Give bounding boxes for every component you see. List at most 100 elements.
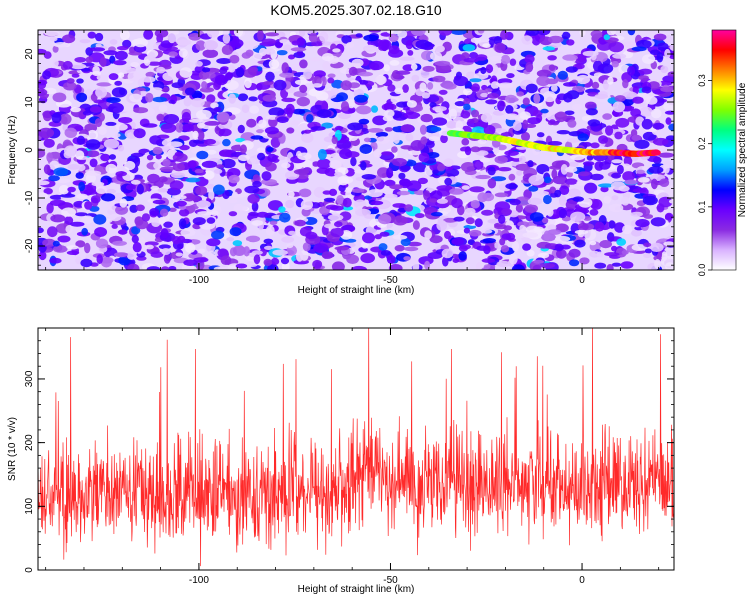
heatmap-cell: [394, 245, 405, 252]
heatmap-cell: [296, 173, 309, 180]
heatmap-cell: [438, 30, 453, 36]
heatmap-cell: [496, 260, 511, 268]
heatmap-cell: [351, 58, 364, 67]
heatmap-cell: [598, 135, 609, 144]
heatmap-cell: [542, 46, 555, 51]
colorbar-ticks: 0.0 0.1 0.2 0.3: [697, 74, 712, 276]
heatmap-cell: [508, 253, 518, 265]
heatmap-cell: [437, 163, 446, 172]
heatmap-cell: [118, 255, 131, 266]
heatmap-cell: [264, 126, 279, 135]
heatmap-cell: [327, 73, 336, 79]
heatmap-cell: [367, 189, 383, 198]
heatmap-cell: [547, 141, 563, 146]
heatmap-cell: [660, 256, 674, 267]
heatmap-cell: [294, 219, 307, 227]
heatmap-cell: [460, 110, 471, 119]
heatmap-cell: [206, 149, 217, 155]
heatmap-cell: [46, 202, 54, 214]
heatmap-cell: [203, 170, 215, 180]
heatmap-cell: [172, 163, 185, 172]
heatmap-cell: [235, 138, 246, 143]
snr-frame: [37, 327, 675, 571]
heatmap-cell: [378, 243, 388, 251]
signal-track-point: [650, 149, 661, 156]
heatmap-cell: [216, 58, 232, 64]
heatmap-cell: [555, 111, 567, 123]
heatmap-cell: [302, 242, 311, 252]
heatmap-cell: [224, 80, 239, 90]
heatmap-cell: [481, 229, 493, 234]
heatmap-cell: [641, 86, 652, 94]
heatmap-cell: [53, 245, 68, 253]
heatmap-cell: [175, 252, 184, 257]
heatmap-cell: [167, 141, 183, 148]
heatmap-cell: [232, 240, 243, 247]
heatmap-cell: [153, 162, 162, 170]
heatmap-cell: [602, 79, 609, 91]
heatmap-cell: [477, 138, 487, 145]
heatmap-cell: [257, 30, 264, 41]
heatmap-cell: [623, 155, 633, 166]
heatmap-cell: [494, 224, 507, 230]
heatmap-cell: [509, 198, 521, 206]
heatmap-cell: [288, 191, 295, 198]
heatmap-cell: [129, 204, 138, 213]
heatmap-cell: [124, 160, 136, 171]
heatmap-cell: [548, 64, 556, 71]
heatmap-cell: [483, 124, 496, 136]
heatmap-cell: [642, 195, 658, 206]
heatmap-cell: [117, 144, 125, 152]
heatmap-cell: [511, 241, 520, 252]
heatmap-cell: [481, 267, 489, 270]
heatmap-cell: [71, 73, 80, 78]
heatmap-cell: [139, 236, 146, 246]
heatmap-cell: [80, 67, 91, 72]
heatmap-cell: [579, 257, 590, 265]
heatmap-cell: [192, 217, 206, 226]
heatmap-cell: [651, 178, 658, 190]
heatmap-cell: [196, 150, 209, 160]
heatmap-cell: [587, 119, 601, 127]
heatmap-cell: [253, 254, 261, 265]
heatmap-cell: [291, 40, 301, 46]
heatmap-cell: [136, 256, 147, 261]
heatmap-cell: [49, 36, 58, 42]
heatmap-cell: [556, 249, 567, 259]
heatmap-cell: [451, 198, 463, 209]
heatmap-cell: [463, 97, 471, 105]
heatmap-cell: [622, 171, 635, 182]
heatmap-cell: [163, 253, 171, 264]
heatmap-cell: [327, 214, 344, 221]
heatmap-cell: [47, 226, 58, 238]
heatmap-cell: [484, 88, 493, 93]
heatmap-cell: [176, 39, 192, 46]
heatmap-cell: [263, 238, 274, 244]
heatmap-cell: [466, 71, 476, 79]
heatmap-cell: [460, 162, 476, 172]
heatmap-cell: [146, 154, 154, 161]
signal-track: [446, 130, 661, 157]
heatmap-cell: [125, 184, 136, 191]
heatmap-cell: [64, 127, 78, 138]
heatmap-cell: [654, 259, 661, 269]
heatmap-cell: [538, 252, 550, 259]
heatmap-cell: [194, 169, 204, 174]
heatmap-cell: [482, 238, 496, 244]
heatmap-cell: [402, 84, 409, 93]
heatmap-cell: [265, 71, 275, 82]
heatmap-cell: [547, 229, 562, 235]
heatmap-cell: [487, 218, 499, 224]
heatmap-cell: [261, 171, 272, 181]
heatmap-cell: [519, 111, 531, 120]
heatmap-cell: [94, 227, 108, 237]
heatmap-cell: [611, 262, 622, 267]
heatmap-cell: [74, 57, 87, 63]
heatmap-cell: [536, 69, 552, 78]
heatmap-cell: [449, 188, 464, 195]
heatmap-cell: [474, 218, 483, 228]
heatmap-cell: [38, 79, 48, 86]
heatmap-cell: [494, 42, 506, 53]
heatmap-cell: [541, 217, 549, 224]
heatmap-cell: [444, 230, 451, 240]
